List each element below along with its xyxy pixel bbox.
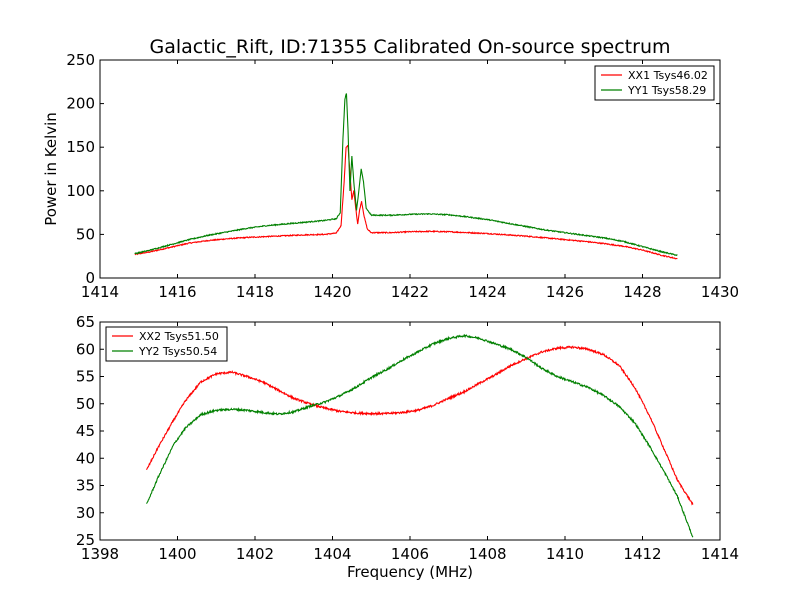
top-legend: XX1 Tsys46.02 YY1 Tsys58.29 (594, 65, 715, 101)
bottom-y-tick-label: 40 (76, 449, 95, 467)
bottom-legend: XX2 Tsys51.50 YY2 Tsys50.54 (105, 326, 228, 362)
top-x-tick-label: 1420 (313, 283, 351, 301)
bottom-x-tick-label: 1406 (391, 545, 429, 563)
bottom-y-tick-label: 50 (76, 395, 95, 413)
top-panel: 1414 1416 1418 1420 1422 1424 1426 1428 1430 0 50 1… (66, 51, 739, 301)
top-y-tick-label: 250 (66, 51, 95, 69)
bottom-x-tick-label: 1408 (468, 545, 506, 563)
bottom-x-tick-label: 1412 (623, 545, 661, 563)
bottom-x-tick-label: 1398 (81, 545, 119, 563)
top-legend-box (594, 65, 715, 101)
top-y-tick-label: 200 (66, 95, 95, 113)
top-legend-label-2: YY1 Tsys58.29 (627, 84, 706, 97)
figure-title: Galactic_Rift, ID:71355 Calibrated On-so… (149, 36, 670, 58)
top-series-line-1 (134, 144, 678, 260)
bottom-y-tick-label: 35 (76, 477, 95, 495)
top-y-tick-label: 50 (76, 225, 95, 243)
top-x-tick-label: 1418 (236, 283, 274, 301)
top-axes: 1414 1416 1418 1420 1422 1424 1426 1428 1430 0 50 1… (66, 51, 739, 301)
bottom-series-line-1 (146, 345, 694, 506)
bottom-y-tick-label: 45 (76, 422, 95, 440)
bottom-panel: 1398 1400 1402 1404 1406 1408 1410 1412 1414 25 30… (76, 313, 739, 563)
top-x-tick-label: 1424 (468, 283, 506, 301)
top-legend-label-1: XX1 Tsys46.02 (628, 69, 708, 82)
top-x-tick-label: 1422 (391, 283, 429, 301)
bottom-legend-label-1: XX2 Tsys51.50 (139, 330, 219, 343)
bottom-y-tick-label: 25 (76, 531, 95, 549)
top-x-tick-label: 1414 (81, 283, 119, 301)
bottom-plot-area (146, 333, 694, 538)
bottom-y-tick-label: 55 (76, 368, 95, 386)
bottom-legend-label-2: YY2 Tsys50.54 (138, 345, 217, 358)
bottom-x-tick-label: 1414 (701, 545, 739, 563)
bottom-x-tick-label: 1404 (313, 545, 351, 563)
top-x-tick-label: 1426 (546, 283, 584, 301)
top-plot-area (134, 93, 678, 260)
top-series-line-2 (134, 93, 678, 257)
bottom-legend-box (105, 326, 228, 362)
top-x-tick-label: 1416 (158, 283, 196, 301)
bottom-y-tick-label: 60 (76, 340, 95, 358)
bottom-y-tick-label: 65 (76, 313, 95, 331)
bottom-x-tick-label: 1400 (158, 545, 196, 563)
top-y-tick-label: 150 (66, 138, 95, 156)
bottom-plot-frame (99, 321, 721, 541)
top-x-tick-label: 1428 (623, 283, 661, 301)
top-y-axis-label: Power in Kelvin (42, 112, 60, 226)
bottom-x-tick-label: 1402 (236, 545, 274, 563)
top-y-tick-label: 0 (85, 269, 95, 287)
bottom-y-tick-label: 30 (76, 504, 95, 522)
bottom-x-axis-label: Frequency (MHz) (347, 563, 473, 581)
top-y-tick-label: 100 (66, 182, 95, 200)
top-plot-frame (99, 59, 721, 279)
bottom-series-line-2 (146, 333, 694, 538)
bottom-axes: 1398 1400 1402 1404 1406 1408 1410 1412 1414 25 30… (76, 313, 739, 563)
bottom-x-tick-label: 1410 (546, 545, 584, 563)
top-x-tick-label: 1430 (701, 283, 739, 301)
